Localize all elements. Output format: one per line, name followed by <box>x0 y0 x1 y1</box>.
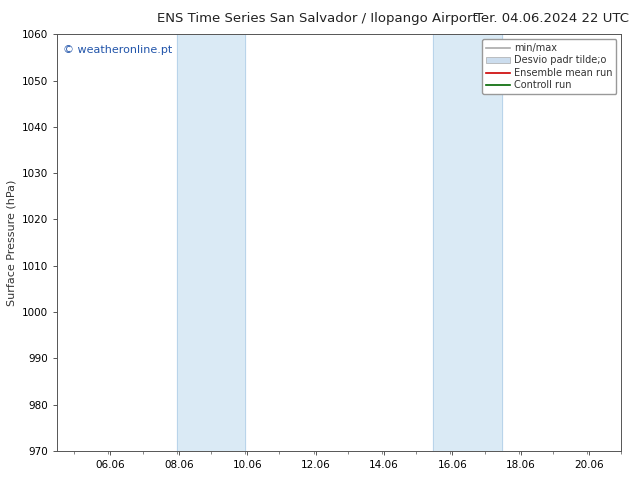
Text: ENS Time Series San Salvador / Ilopango Airport: ENS Time Series San Salvador / Ilopango … <box>157 12 477 25</box>
Bar <box>177 34 245 451</box>
Text: Ter. 04.06.2024 22 UTC: Ter. 04.06.2024 22 UTC <box>475 12 628 25</box>
Y-axis label: Surface Pressure (hPa): Surface Pressure (hPa) <box>6 179 16 306</box>
Legend: min/max, Desvio padr tilde;o, Ensemble mean run, Controll run: min/max, Desvio padr tilde;o, Ensemble m… <box>482 39 616 94</box>
Bar <box>433 34 501 451</box>
Text: © weatheronline.pt: © weatheronline.pt <box>63 45 172 55</box>
